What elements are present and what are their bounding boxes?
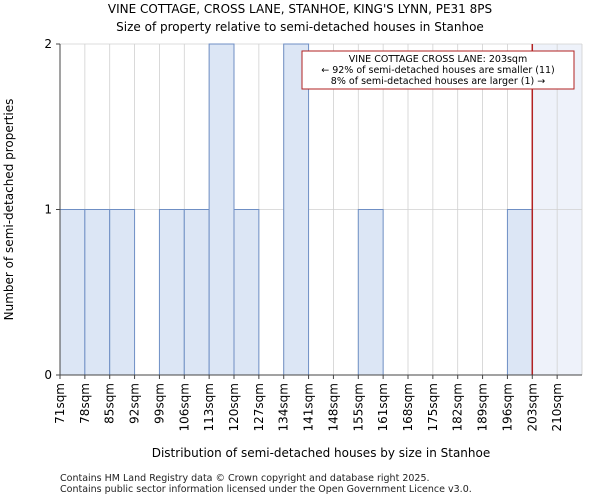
x-tick-label: 161sqm <box>376 383 390 431</box>
x-tick-label: 113sqm <box>202 383 216 431</box>
chart-title: VINE COTTAGE, CROSS LANE, STANHOE, KING'… <box>107 2 493 16</box>
bar <box>59 209 86 376</box>
x-tick-label: 203sqm <box>525 383 539 431</box>
annotation-line: VINE COTTAGE CROSS LANE: 203sqm <box>349 54 527 65</box>
y-tick-label: 1 <box>44 203 52 217</box>
x-tick-label: 71sqm <box>53 383 67 424</box>
x-tick-label: 148sqm <box>326 383 340 431</box>
x-tick-label: 210sqm <box>550 383 564 431</box>
x-tick-label: 106sqm <box>177 383 191 431</box>
x-tick-label: 99sqm <box>152 383 166 424</box>
y-tick-label: 2 <box>44 37 52 51</box>
bar <box>357 209 384 376</box>
y-tick-label: 0 <box>44 368 52 382</box>
footer-line-2: Contains public sector information licen… <box>60 484 472 495</box>
x-tick-label: 120sqm <box>227 383 241 431</box>
x-tick-label: 175sqm <box>426 383 440 431</box>
bar <box>183 209 210 376</box>
annotation-line: 8% of semi-detached houses are larger (1… <box>331 76 545 87</box>
x-axis-label: Distribution of semi-detached houses by … <box>152 446 491 460</box>
x-tick-label: 85sqm <box>103 383 117 424</box>
x-tick-label: 196sqm <box>500 383 514 431</box>
footer-line-1: Contains HM Land Registry data © Crown c… <box>60 473 430 484</box>
bar <box>283 43 310 376</box>
annotation-box <box>301 50 575 90</box>
bar <box>109 209 136 376</box>
bar <box>208 43 235 376</box>
bar <box>158 209 185 376</box>
x-tick-label: 78sqm <box>78 383 92 424</box>
x-tick-label: 127sqm <box>252 383 266 431</box>
bar <box>506 209 533 376</box>
x-tick-label: 134sqm <box>277 383 291 431</box>
y-axis-label: Number of semi-detached properties <box>2 99 16 321</box>
x-tick-label: 168sqm <box>401 383 415 431</box>
bar <box>233 209 260 376</box>
bar <box>84 209 111 376</box>
x-tick-label: 189sqm <box>476 383 490 431</box>
x-tick-label: 92sqm <box>128 383 142 424</box>
x-tick-label: 182sqm <box>451 383 465 431</box>
annotation-line: ← 92% of semi-detached houses are smalle… <box>321 65 555 76</box>
x-tick-label: 141sqm <box>302 383 316 431</box>
chart-subtitle: Size of property relative to semi-detach… <box>116 20 484 34</box>
x-tick-label: 155sqm <box>351 383 365 431</box>
